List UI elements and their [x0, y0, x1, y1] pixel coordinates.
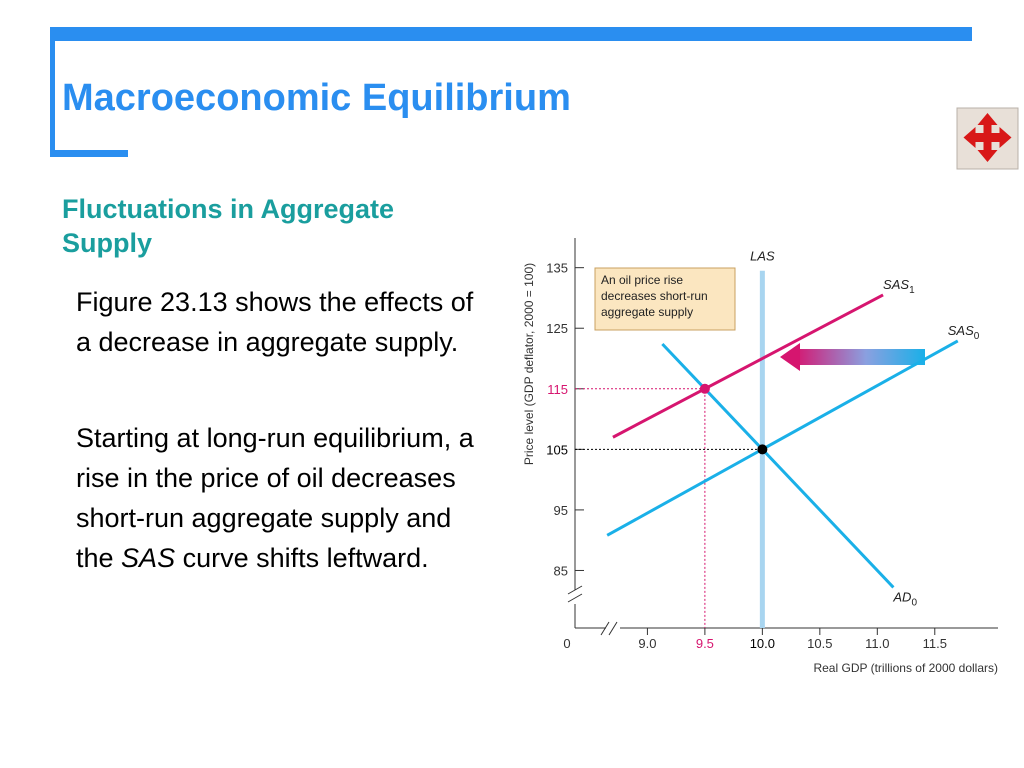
side-bar — [50, 27, 55, 157]
y-tick-label: 95 — [554, 503, 568, 518]
text-run: curve shifts leftward. — [175, 543, 429, 573]
axis-break — [567, 585, 618, 636]
text-run: SAS — [121, 543, 176, 573]
series-name: LAS — [750, 249, 775, 264]
x-axis-label: Real GDP (trillions of 2000 dollars) — [813, 661, 998, 675]
series-name: SAS — [883, 277, 909, 292]
x-tick-label: 10.5 — [807, 636, 832, 651]
chart: 0 85 95 105 115 125 135 9.0 9.5 10.0 10.5 11.0 11.5 R… — [522, 238, 998, 675]
series-label: SAS0 — [948, 323, 980, 342]
series-name: SAS — [948, 323, 974, 338]
x-tick-label: 11.0 — [865, 636, 889, 651]
annotation-line: decreases short-run — [601, 289, 708, 303]
series-line — [661, 342, 895, 589]
y-axis-label: Price level (GDP deflator, 2000 = 100) — [522, 263, 536, 465]
x-tick-label: 9.0 — [638, 636, 656, 651]
text-run: Starting at long-run equilibrium, a rise… — [76, 423, 474, 573]
slide-title: Macroeconomic Equilibrium — [62, 77, 571, 119]
x-origin-label: 0 — [563, 636, 570, 651]
annotation-box — [594, 267, 736, 331]
series-line — [612, 293, 884, 439]
top-bar — [50, 27, 972, 41]
subtitle-line: Fluctuations in Aggregate Supply — [62, 194, 394, 258]
shift-arrow-head — [780, 343, 800, 371]
equilibrium-point — [757, 444, 768, 455]
nav-icon[interactable] — [956, 107, 1019, 170]
x-tick-label: 9.5 — [696, 636, 714, 651]
annotation-line: An oil price rise — [601, 273, 683, 287]
equilibrium-point — [699, 383, 710, 394]
y-tick-label: 105 — [546, 442, 568, 457]
series-subscript: 0 — [911, 597, 917, 608]
series-name: AD — [892, 589, 911, 604]
paragraph: Starting at long-run equilibrium, a rise… — [76, 418, 491, 578]
y-tick-label: 125 — [546, 321, 568, 336]
shift-arrow — [794, 349, 925, 365]
series-subscript: 1 — [909, 285, 915, 296]
series-label: LAS — [750, 249, 775, 264]
paragraph: Figure 23.13 shows the effects of a decr… — [76, 282, 491, 362]
y-tick-label: 135 — [546, 261, 568, 276]
x-tick-label: 10.0 — [750, 636, 775, 651]
y-tick-label: 115 — [547, 382, 568, 397]
series-label: SAS1 — [883, 277, 915, 296]
series-line — [606, 339, 959, 537]
text-run: Figure 23.13 shows the effects of a decr… — [76, 287, 474, 357]
series-subscript: 0 — [974, 331, 980, 342]
guide-line — [575, 448, 763, 628]
bottom-bar — [50, 150, 128, 157]
series-label: AD0 — [892, 589, 917, 608]
annotation-line: aggregate supply — [601, 305, 693, 319]
x-tick-label: 11.5 — [923, 636, 947, 651]
y-tick-label: 85 — [554, 563, 568, 578]
